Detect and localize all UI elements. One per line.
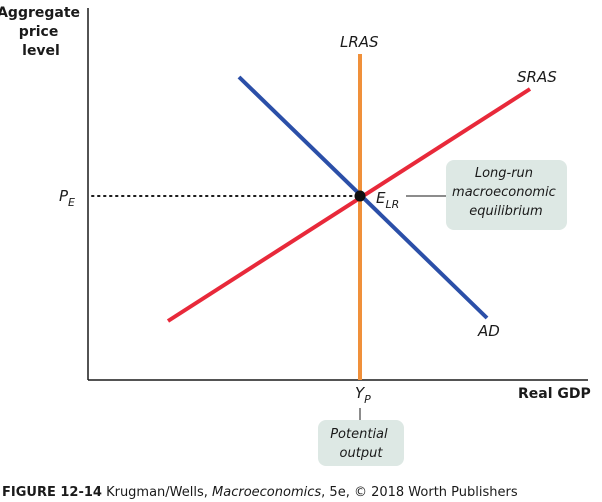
output-label-main: Y [355,384,366,402]
sras-line [166,87,532,323]
output-callout-line-1: Potential [330,427,388,442]
output-callout-box [318,420,404,466]
y-axis-title-line-3: level [22,43,60,59]
output-label-sub: P [364,393,371,406]
y-axis-title-line-1: Aggregate [0,5,80,21]
output-callout-line-2: output [340,446,384,461]
equilibrium-callout-text: Long-run macroeconomic equilibrium [452,166,560,219]
output-callout-text: Potential output [330,427,392,461]
price-label: PE [59,187,75,209]
equilibrium-label: ELR [376,189,399,211]
y-axis-title-line-2: price [19,24,59,40]
y-axis-title: Aggregate price level [0,5,85,59]
ad-label: AD [477,322,500,340]
sras-label: SRAS [517,68,557,86]
caption-book-title: Macroeconomics [212,485,321,500]
equilibrium-callout-line-3: equilibrium [469,204,542,219]
equilibrium-callout-box [446,160,567,230]
equilibrium-callout-line-2: macroeconomic [452,185,556,200]
equilibrium-label-sub: LR [385,198,399,211]
equilibrium-label-main: E [376,189,386,207]
lras-label: LRAS [340,33,379,51]
output-label: YP [355,384,371,406]
x-axis-title: Real GDP [518,386,591,402]
equilibrium-callout-line-1: Long-run [475,166,533,181]
caption-authors: Krugman/Wells, [102,485,212,500]
price-label-main: P [59,187,69,205]
caption-figure-number: FIGURE 12-14 [2,485,102,500]
figure-caption: FIGURE 12-14 Krugman/Wells, Macroeconomi… [2,485,518,500]
equilibrium-point [354,190,366,202]
caption-rest: , 5e, © 2018 Worth Publishers [321,485,518,500]
price-label-sub: E [68,196,75,209]
